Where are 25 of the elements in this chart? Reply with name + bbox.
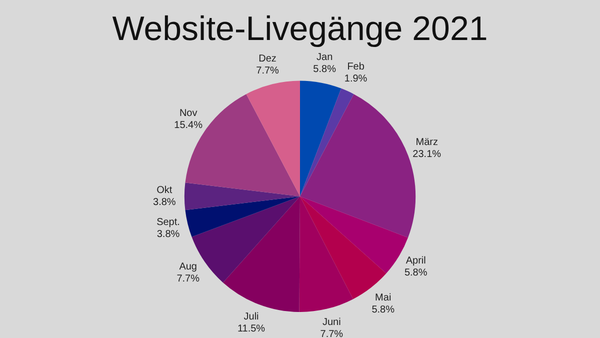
data-label: 5.8% (404, 268, 428, 279)
data-label: 5.8% (372, 304, 395, 316)
slice-label: März (416, 137, 438, 148)
slice-label: April (406, 256, 426, 267)
slice-label: Sept. (156, 217, 180, 228)
data-label: 3.8% (156, 229, 180, 240)
slice-label: Juni (322, 317, 341, 328)
chart-title: Website-Livegänge 2021 (112, 10, 488, 48)
slice-label: Juli (244, 312, 259, 323)
data-label: 7.7% (320, 329, 344, 338)
slice-label: Aug (179, 262, 197, 273)
slice-label: Mai (375, 292, 392, 304)
data-label: 1.9% (344, 74, 368, 85)
data-label: 5.8% (313, 64, 336, 75)
data-label: 15.4% (174, 120, 203, 132)
slice-label: Okt (156, 185, 172, 196)
slice-label: Dez (258, 54, 276, 64)
slice-label: Jan (316, 52, 333, 63)
data-label: 11.5% (237, 324, 266, 335)
data-label: 7.7% (256, 66, 280, 76)
slice-label: Nov (179, 108, 198, 120)
data-label: 23.1% (412, 149, 442, 160)
data-label: 3.8% (153, 197, 176, 208)
data-label: 7.7% (176, 274, 200, 285)
slice-label: Feb (347, 62, 365, 73)
